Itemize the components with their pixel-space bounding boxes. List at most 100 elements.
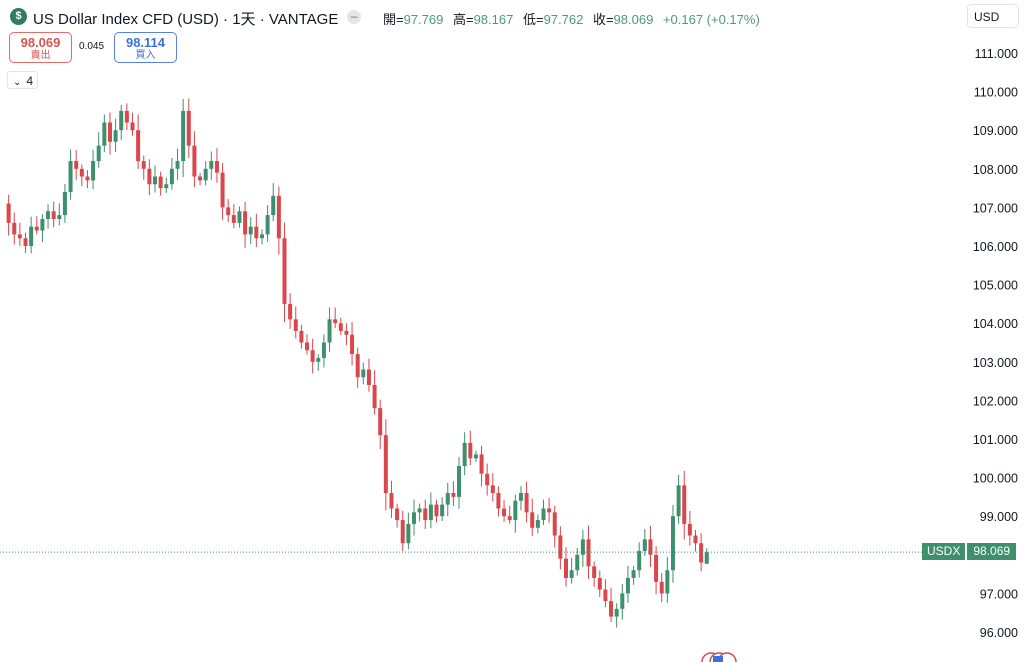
low-key: 低= (522, 12, 544, 27)
candle-body (175, 161, 180, 169)
candle-body (282, 238, 287, 304)
candle-body (648, 539, 653, 555)
candle-body (670, 516, 675, 571)
candle-body (231, 215, 236, 223)
y-tick-label: 107.000 (973, 201, 1018, 215)
candle-body (535, 520, 540, 528)
flag-icon[interactable] (701, 648, 737, 662)
candle-body (586, 539, 591, 567)
candle-body (552, 512, 557, 536)
candle-body (490, 485, 495, 494)
buy-button[interactable]: 98.114 買入 (114, 32, 177, 63)
candle-body (271, 195, 276, 216)
candle-body (592, 566, 597, 578)
candle-body (209, 161, 214, 169)
candle-body (569, 570, 574, 578)
candle-body (186, 110, 191, 146)
chevron-down-icon: ⌄ (13, 77, 22, 88)
change-value: +0.167 (+0.17%) (662, 12, 760, 27)
candle-body (40, 218, 45, 231)
candle-body (699, 543, 704, 563)
candle-body (665, 570, 670, 594)
close-key: 收= (592, 12, 614, 27)
candle-body (136, 130, 141, 162)
dollar-icon: $ (10, 8, 27, 25)
candle-body (451, 493, 456, 497)
candle-body (355, 354, 360, 378)
candle-body (530, 512, 535, 528)
candle-body (243, 211, 248, 235)
candle-body (288, 303, 293, 320)
candle-body (434, 504, 439, 517)
price-label-symbol: USDX (922, 543, 966, 560)
low-value: 97.762 (543, 12, 584, 27)
candle-body (220, 172, 225, 208)
candle-body (693, 535, 698, 544)
candle-body (169, 168, 174, 185)
candle-body (338, 323, 343, 331)
candle-body (85, 176, 90, 181)
sell-button[interactable]: 98.069 賣出 (9, 32, 72, 63)
candle-body (276, 195, 281, 239)
candle-body (237, 211, 242, 223)
candle-body (153, 176, 158, 185)
candle-body (558, 535, 563, 559)
currency-selector[interactable]: USD (967, 4, 1019, 28)
candle-body (254, 226, 259, 239)
candle-body (366, 369, 371, 385)
candle-body (124, 110, 129, 123)
buy-label: 買入 (135, 50, 156, 61)
candle-body (198, 176, 203, 181)
candle-body (248, 226, 253, 235)
candle-body (513, 500, 518, 521)
candle-body (597, 577, 602, 590)
y-tick-label: 96.000 (980, 626, 1018, 640)
candle-body (445, 493, 450, 505)
indicators-toggle[interactable]: ⌄ 4 (7, 71, 38, 89)
ohlc-legend: 開=97.769 高=98.167 低=97.762 收=98.069 +0.1… (383, 9, 766, 28)
candle-body (113, 130, 118, 142)
candle-body (642, 539, 647, 551)
y-tick-label: 108.000 (973, 163, 1018, 177)
y-tick-label: 104.000 (973, 317, 1018, 331)
candle-body (485, 473, 490, 486)
candle-body (91, 161, 96, 181)
y-tick-label: 100.000 (973, 472, 1018, 486)
candle-body (378, 408, 383, 436)
candle-body (62, 191, 67, 216)
candle-body (406, 523, 411, 544)
candle-body (79, 168, 84, 177)
candle-body (687, 523, 692, 536)
candle-body (12, 222, 17, 235)
candle-body (383, 435, 388, 494)
candle-body (468, 442, 473, 459)
candle-body (96, 145, 101, 162)
candle-body (372, 384, 377, 409)
price-label-value: 98.069 (967, 543, 1017, 560)
candle-body (473, 454, 478, 459)
candle-body (502, 508, 507, 517)
buy-price: 98.114 (125, 35, 166, 50)
candle-body (575, 554, 580, 571)
candle-body (46, 211, 51, 219)
candle-body (57, 215, 62, 219)
candle-body (333, 319, 338, 324)
candle-body (34, 226, 39, 231)
candle-body (310, 350, 315, 362)
collapse-legend-button[interactable]: – (347, 10, 361, 24)
candle-body (496, 493, 501, 509)
y-tick-label: 109.000 (973, 124, 1018, 138)
candle-body (507, 516, 512, 521)
candle-body (350, 334, 355, 355)
y-tick-label: 111.000 (975, 47, 1018, 61)
candle-body (428, 504, 433, 521)
candle-body (462, 442, 467, 467)
candle-body (547, 508, 552, 513)
candle-body (518, 493, 523, 501)
symbol-title[interactable]: US Dollar Index CFD (USD) · 1天 · VANTAGE (33, 11, 339, 28)
candle-body (316, 357, 321, 362)
candle-body (411, 512, 416, 524)
candle-body (417, 508, 422, 513)
candle-body (299, 330, 304, 343)
